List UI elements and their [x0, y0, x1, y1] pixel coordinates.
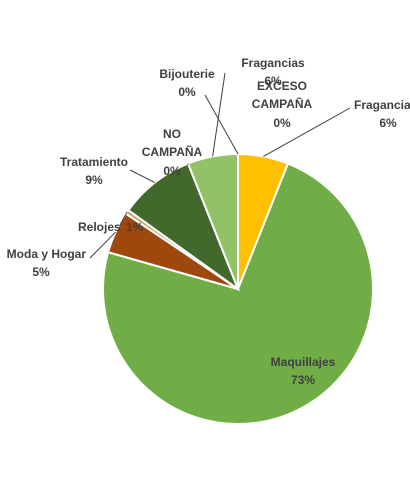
slice-label-no-campana-line2: CAMPAÑA: [142, 144, 203, 159]
slice-value-moda-y-hogar: 5%: [32, 265, 50, 279]
slice-label-relojes: Relojes: [78, 220, 121, 234]
leader-line-0: [263, 107, 351, 157]
slice-value-bijouterie: 0%: [178, 85, 196, 99]
slice-label-exceso-campana-line2: CAMPAÑA: [252, 96, 313, 111]
slice-value-fragancias: 6%: [379, 116, 397, 130]
slice-label-fragancias: Fragancias: [354, 98, 410, 112]
data-labels: Fragancias 6% Maquillajes 73% Moda y Hog…: [7, 56, 410, 387]
slice-label-no-campana-line1: NO: [163, 127, 181, 141]
leader-line-6: [212, 72, 226, 157]
leader-line-4: [129, 169, 156, 184]
slice-label-moda-y-hogar: Moda y Hogar: [7, 247, 87, 261]
slice-value-no-campana: 0%: [163, 164, 181, 178]
leader-line-3: [119, 211, 128, 226]
slice-label-maquillajes: Maquillajes: [271, 355, 336, 369]
pie-slices: [102, 152, 374, 425]
slice-label-tratamiento: Tratamiento: [60, 155, 128, 169]
slice-value-maquillajes: 73%: [291, 373, 315, 387]
leader-line-7: [204, 94, 239, 155]
slice-value-tratamiento: 9%: [85, 173, 103, 187]
slice-label-bijouterie: Bijouterie: [159, 67, 215, 81]
slice-value-exceso-campana: 0%: [273, 116, 291, 130]
leader-line-2: [89, 231, 116, 259]
slice-value-relojes: 1%: [126, 220, 144, 234]
pie-slice-1: [102, 162, 374, 425]
slice-label-fragancias-2: Fragancias: [241, 56, 305, 70]
slice-value-fragancias-2: 6%: [264, 74, 282, 88]
slice-label-exceso-campana-line1: EXCESO: [257, 79, 307, 93]
leader-lines: [89, 72, 351, 259]
